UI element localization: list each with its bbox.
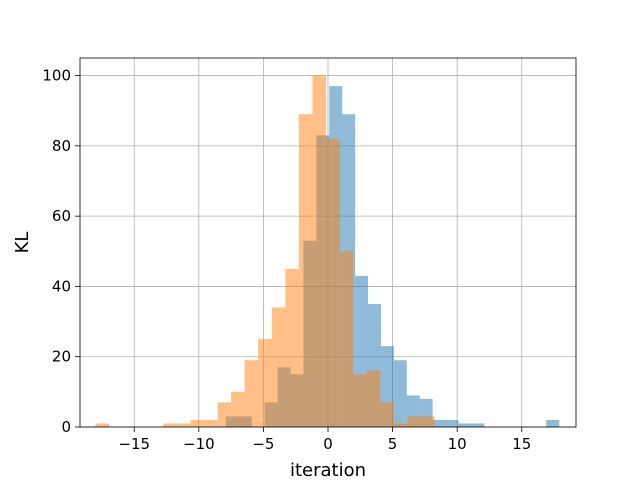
- y-axis-label: KL: [12, 232, 33, 254]
- histogram-bar-series-2: [353, 374, 367, 427]
- histogram-bar-series-2: [298, 114, 313, 427]
- histogram-bar-series-2: [285, 268, 299, 427]
- histogram-bar-series-2: [190, 419, 204, 427]
- histogram-bar-series-1: [432, 419, 446, 427]
- histogram-bar-series-2: [407, 416, 421, 427]
- y-axis-ticks: 0 20 40 60 80 100: [42, 67, 80, 436]
- histogram-bar-series-2: [163, 423, 177, 427]
- x-axis-ticks: −15 −10 −5 0 5 10 15: [118, 427, 531, 453]
- histogram-bar-series-1: [393, 360, 407, 427]
- y-tick-label: 60: [52, 207, 71, 225]
- histogram-bar-series-2: [244, 360, 259, 427]
- histogram-bar-series-2: [217, 402, 232, 427]
- x-tick-label: 0: [323, 435, 333, 453]
- histogram-bar-series-1: [471, 423, 485, 427]
- histogram-bar-series-2: [271, 307, 286, 427]
- histogram-bar-series-2: [231, 391, 245, 427]
- histogram-bar-series-2: [204, 419, 218, 427]
- histogram-bar-series-2: [339, 251, 354, 427]
- histogram-bar-series-2: [380, 402, 394, 427]
- histogram-bar-series-2: [421, 416, 435, 427]
- histogram-bar-series-2: [366, 370, 381, 427]
- histogram-bar-series-1: [445, 419, 459, 427]
- y-tick-label: 0: [61, 418, 71, 436]
- y-tick-label: 100: [42, 67, 71, 85]
- histogram-bar-series-1: [546, 419, 560, 427]
- x-tick-label: −15: [118, 435, 150, 453]
- y-tick-label: 80: [52, 137, 71, 155]
- x-tick-label: −10: [183, 435, 215, 453]
- x-tick-label: −5: [252, 435, 274, 453]
- y-tick-label: 40: [52, 277, 71, 295]
- histogram-bar-series-2: [393, 423, 408, 427]
- histogram-bar-series-1: [458, 423, 472, 427]
- x-tick-label: 15: [512, 435, 531, 453]
- histogram-bar-series-2: [95, 423, 110, 427]
- x-axis-label: iteration: [290, 460, 366, 480]
- histogram-bar-series-2: [258, 339, 272, 427]
- histogram-bar-series-2: [326, 138, 340, 428]
- grid-lines: [80, 58, 576, 428]
- x-tick-label: 10: [448, 435, 467, 453]
- histogram-bar-series-2: [312, 75, 327, 428]
- y-tick-label: 20: [52, 348, 71, 366]
- x-tick-label: 5: [388, 435, 398, 453]
- histogram-bars: [95, 75, 560, 428]
- histogram-bar-series-2: [176, 423, 191, 427]
